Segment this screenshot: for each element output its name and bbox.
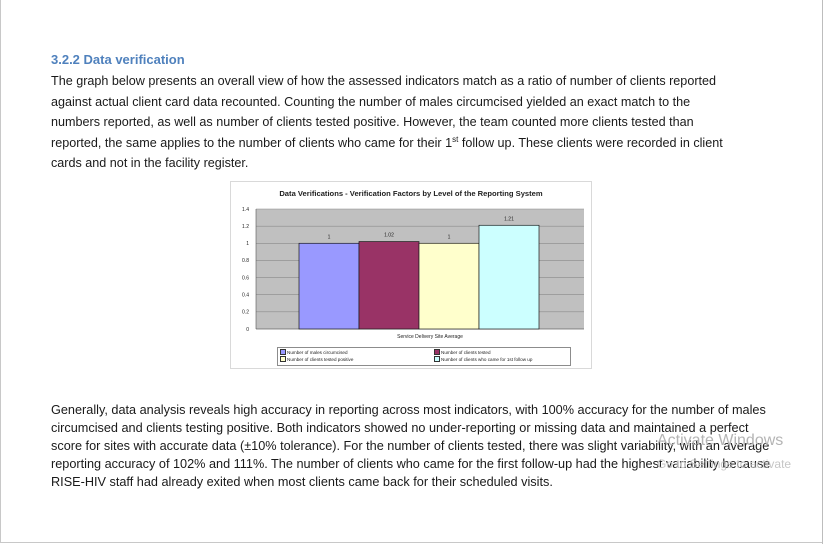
verification-chart: Data Verifications - Verification Factor… xyxy=(230,181,592,369)
activation-watermark: Activate Windows xyxy=(657,432,784,449)
legend-label: Number of clients tested positive xyxy=(287,356,354,362)
legend-swatch xyxy=(434,349,440,355)
section-heading: 3.2.2 Data verification xyxy=(51,52,185,67)
bar-4 xyxy=(478,224,540,330)
y-tick-label: 0.2 xyxy=(242,310,249,316)
y-tick-label: 1.4 xyxy=(242,207,249,213)
legend-swatch xyxy=(434,356,440,362)
y-tick-label: 0.8 xyxy=(242,258,249,264)
activation-watermark-subtitle: Go to Settings to activate xyxy=(657,457,792,471)
bar-3 xyxy=(418,242,480,330)
y-tick-label: 1 xyxy=(246,241,249,247)
data-label: 1 xyxy=(448,234,451,240)
y-tick-label: 0.4 xyxy=(242,293,249,299)
legend-label: Number of clients tested xyxy=(441,349,491,355)
x-category-label: Service Delivery Site Average xyxy=(397,334,463,340)
paragraph-analysis: Generally, data analysis reveals high ac… xyxy=(51,403,771,489)
legend-item: Number of males circumcised xyxy=(280,349,348,355)
paragraph-intro-text: The graph below presents an overall view… xyxy=(51,74,717,150)
ordinal-suffix: st xyxy=(452,134,459,144)
data-label: 1.02 xyxy=(384,233,394,239)
bar-1 xyxy=(298,242,360,330)
legend-label: Number of clients who came for 1st follo… xyxy=(441,356,533,362)
paragraph-intro-text-end: follow up. These clients were recorded i… xyxy=(51,135,723,171)
paragraph-intro: The graph below presents an overall view… xyxy=(51,71,741,174)
y-tick-label: 0 xyxy=(246,327,249,333)
data-label: 1.21 xyxy=(504,216,514,222)
bar-2 xyxy=(358,241,420,330)
legend-label: Number of males circumcised xyxy=(287,349,348,355)
legend-swatch xyxy=(280,349,286,355)
legend-item: Number of clients who came for 1st follo… xyxy=(434,356,532,362)
chart-plot: 0 0.2 0.4 0.6 0.8 1 1.2 1.4 1 1.02 1 1.21 Service De… xyxy=(242,207,584,340)
y-tick-label: 0.6 xyxy=(242,275,249,281)
chart-legend: Number of males circumcised Number of cli… xyxy=(277,347,571,366)
legend-item: Number of clients tested xyxy=(434,349,491,355)
chart-title: Data Verifications - Verification Factor… xyxy=(279,189,543,198)
legend-swatch xyxy=(280,356,286,362)
legend-item: Number of clients tested positive xyxy=(280,356,353,362)
y-tick-label: 1.2 xyxy=(242,224,249,230)
data-label: 1 xyxy=(328,234,331,240)
